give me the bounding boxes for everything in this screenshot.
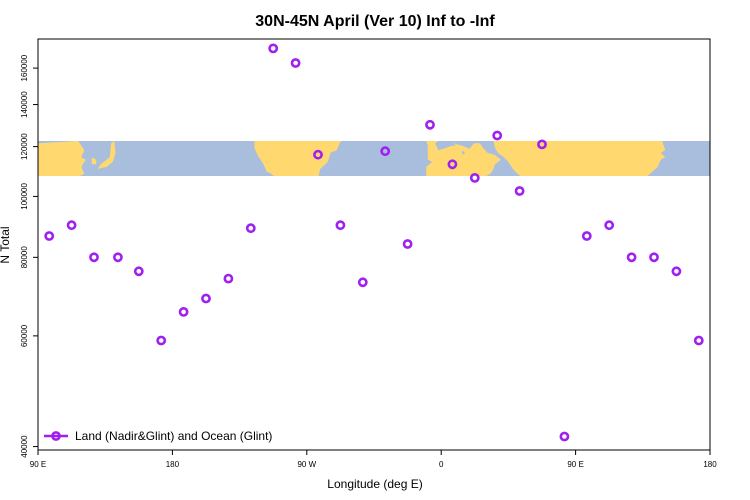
data-point [380,146,391,157]
world-map-band [38,141,710,176]
x-tick-label: 0 [439,460,444,469]
data-point [178,306,189,317]
legend-label: Land (Nadir&Glint) and Ocean (Glint) [75,429,272,443]
data-point [469,172,480,183]
map-land-korea [91,157,97,165]
data-point [581,231,592,241]
map-land-italy [453,143,472,158]
data-point [66,220,77,231]
data-point [447,159,458,170]
data-points [44,43,704,442]
data-point [559,431,570,442]
plot-frame [37,38,711,451]
data-point [201,293,211,304]
legend: Land (Nadir&Glint) and Ocean (Glint) [44,429,272,443]
y-tick-label: 100000 [20,183,29,210]
data-point [133,266,144,277]
data-point [156,335,167,346]
y-axis-title: N Total [0,226,12,263]
data-point [537,139,547,150]
x-tick-label: 90 E [567,460,583,469]
map-land-japan [97,141,116,169]
data-point [335,220,346,231]
data-point [604,220,615,231]
map-land-greece [471,150,479,160]
y-axis: 40000 60000 80000 100000 120000 140000 160000 [20,54,38,458]
x-axis: 90 E 180 90 W 0 90 E 180 [30,450,717,469]
legend-marker [51,431,61,441]
y-tick-label: 140000 [20,91,29,118]
map-land-korea-2 [629,157,634,165]
data-point [223,273,234,284]
y-tick-label: 40000 [20,435,29,458]
x-tick-label: 90 W [297,460,316,469]
data-point [626,252,637,263]
data-point [313,149,323,160]
data-point [402,239,413,249]
data-point [357,277,368,288]
data-point [44,231,55,241]
x-axis-title: Longitude (deg E) [327,477,422,491]
data-point [89,252,99,263]
data-point [649,252,659,263]
data-point [492,130,503,141]
map-land-north-america [254,141,342,176]
y-tick-label: 120000 [20,133,29,160]
data-point [693,335,704,346]
y-tick-label: 80000 [20,246,29,269]
data-point [268,43,279,54]
map-land-middle-east-asia [493,141,666,176]
map-land-japan-2 [635,141,654,169]
chart-title: 30N-45N April (Ver 10) Inf to -Inf [255,13,495,30]
data-point [113,252,123,263]
y-tick-label: 160000 [20,54,29,81]
x-tick-label: 90 E [30,460,46,469]
x-tick-label: 180 [166,460,180,469]
data-point [245,223,256,234]
data-point [425,119,435,130]
data-point [671,266,682,277]
map-land-iberia-nafrica [426,141,501,176]
data-point [290,58,301,68]
data-point [514,186,525,196]
y-tick-label: 60000 [20,324,29,347]
x-tick-label: 180 [703,460,717,469]
map-land-asia [38,141,86,176]
